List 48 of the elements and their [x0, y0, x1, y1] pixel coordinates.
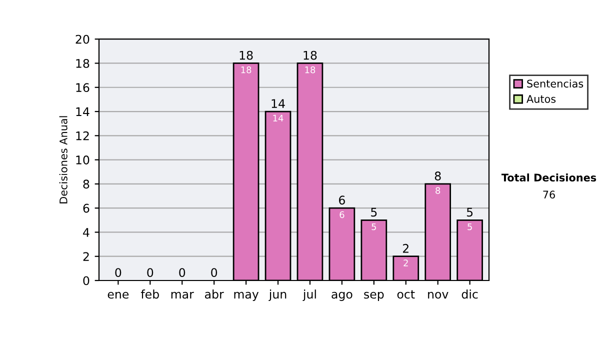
data-label: 5 [468, 223, 472, 230]
total-label: 14 [272, 99, 285, 108]
legend-label: Autos [526, 95, 556, 103]
x-tick-label: may [234, 292, 259, 301]
y-tick-label: 12 [76, 131, 89, 140]
x-tick-label: jun [268, 290, 286, 301]
total-label: 5 [371, 208, 377, 217]
total-label: 0 [147, 268, 154, 278]
total-label: 5 [466, 208, 473, 217]
y-tick-label: 20 [76, 34, 90, 44]
total-label: 2 [402, 244, 408, 253]
x-tick-label: nov [428, 292, 448, 299]
total-label: 18 [304, 50, 317, 60]
y-tick-label: 16 [76, 83, 90, 92]
y-tick-label: 6 [83, 204, 90, 213]
total-label: 6 [339, 196, 345, 205]
y-axis-title: Decisiones Anual [59, 116, 68, 204]
data-label: 2 [404, 260, 408, 266]
y-tick-label: 4 [83, 228, 90, 237]
total-label: 0 [115, 268, 122, 278]
y-tick-label: 8 [83, 180, 90, 189]
x-tick-label: feb [140, 290, 159, 299]
x-tick-label: ene [108, 292, 129, 299]
total-label: 0 [211, 268, 218, 278]
data-label: 8 [436, 187, 440, 194]
legend-label: Sentencias [527, 80, 584, 88]
x-tick-label: oct [397, 290, 415, 299]
y-tick-label: 0 [83, 276, 90, 286]
data-label: 5 [372, 223, 376, 230]
y-tick-label: 2 [83, 252, 89, 261]
data-label: 18 [305, 66, 316, 74]
x-tick-label: jul [302, 290, 316, 301]
data-label: 18 [241, 66, 252, 74]
text: Total Decisiones [501, 173, 596, 182]
total-label: 8 [434, 172, 441, 180]
x-tick-label: sep [364, 292, 384, 301]
y-tick-label: 14 [76, 107, 90, 116]
data-label: 14 [273, 114, 284, 122]
total-label: 0 [179, 268, 186, 278]
total-label: 18 [240, 50, 253, 60]
x-tick-label: ago [332, 292, 352, 301]
x-tick-label: mar [171, 292, 194, 299]
y-tick-label: 10 [76, 156, 90, 164]
x-tick-label: dic [462, 290, 478, 299]
x-tick-label: abr [205, 290, 224, 299]
text: 76 [543, 190, 555, 199]
y-tick-label: 18 [76, 58, 90, 68]
data-label: 6 [340, 211, 344, 218]
